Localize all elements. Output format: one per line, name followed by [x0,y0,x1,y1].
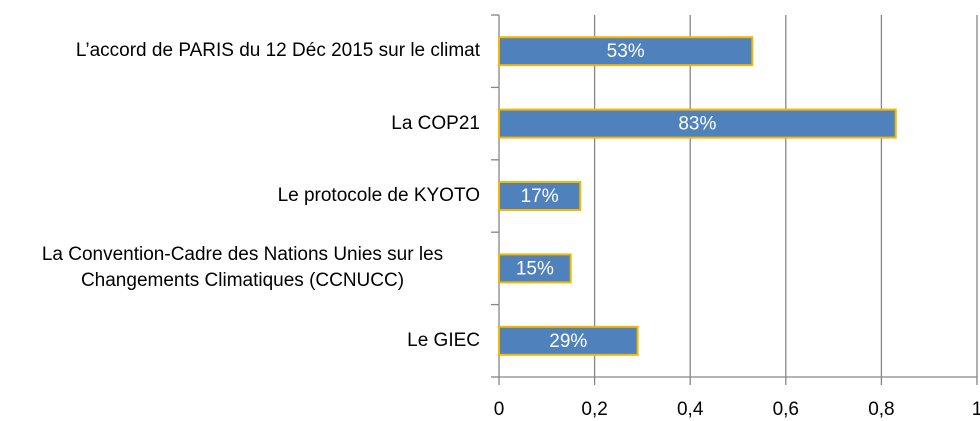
x-tick-label: 0 [494,399,505,420]
bar [498,36,754,67]
value-label: 83% [678,114,716,135]
x-tick-label: 0,6 [773,399,799,420]
x-tick-label: 0,4 [677,399,704,420]
category-label: Le protocole de KYOTO [0,166,480,226]
category-label: La COP21 [0,94,480,154]
category-label: Le GIEC [0,311,480,371]
x-tick-label: 1 [972,399,980,420]
bar [498,253,572,284]
bar [498,325,639,356]
value-label: 17% [521,186,559,207]
x-tick-label: 0,8 [868,399,894,420]
value-label: 29% [549,331,587,352]
category-text: La COP21 [391,112,480,134]
bar [498,108,897,139]
bar [498,181,582,211]
category-text: Le GIEC [407,329,480,351]
category-text: La Convention-Cadre des Nations Unies su… [41,244,444,292]
value-label: 53% [607,41,645,62]
category-label: L’accord de PARIS du 12 Déc 2015 sur le … [0,21,480,81]
category-text: Le protocole de KYOTO [277,185,480,206]
value-label: 15% [516,258,554,279]
category-label: La Convention-Cadre des Nations Unies su… [0,238,480,298]
x-tick-label: 0,2 [581,399,607,420]
category-text: L’accord de PARIS du 12 Déc 2015 sur le … [75,40,480,62]
